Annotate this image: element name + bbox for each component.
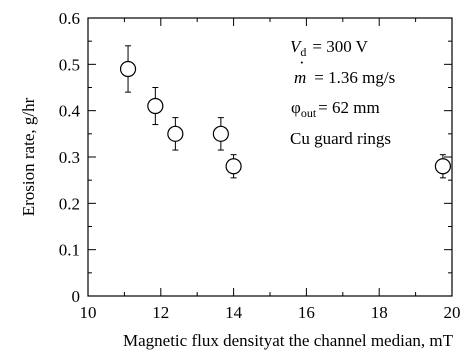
- data-point: [225, 154, 242, 179]
- annotation-outer-diameter: φout = 62 mm: [291, 98, 380, 120]
- data-point: [147, 87, 164, 126]
- axis-ticks: [87, 17, 453, 297]
- annotation-mass-flow: m = 1.36 mg/s: [294, 68, 395, 87]
- x-tick-label: 20: [444, 303, 461, 322]
- y-tick-label: 0.3: [59, 148, 80, 167]
- annotation-discharge-voltage: Vd = 300 V: [290, 37, 369, 59]
- data-points: [119, 45, 451, 179]
- annotation-mdot-symbol: m: [294, 68, 306, 87]
- annotation-mdot-value: = 1.36 mg/s: [314, 68, 395, 87]
- annotation-phi-symbol: φ: [291, 98, 301, 117]
- point-marker: [167, 125, 184, 142]
- x-tick-label: 14: [225, 303, 243, 322]
- y-tick-label: 0.6: [59, 9, 80, 28]
- annotation-guard-rings: Cu guard rings: [290, 129, 391, 148]
- annotation-phi-subscript: out: [301, 106, 317, 120]
- y-tick-label: 0.1: [59, 241, 80, 260]
- point-marker: [225, 158, 242, 175]
- point-marker: [147, 97, 164, 115]
- annotation-vd-value: = 300 V: [312, 37, 368, 56]
- annotation-vd-symbol: V: [290, 37, 303, 56]
- x-tick-label: 16: [298, 303, 315, 322]
- point-marker: [119, 60, 137, 78]
- annotation-mdot-dot: ·: [299, 53, 305, 72]
- data-point: [434, 154, 451, 179]
- annotation-vd-subscript: d: [300, 45, 306, 59]
- data-point: [212, 117, 229, 151]
- y-axis-label: Erosion rate, g/hr: [19, 97, 38, 216]
- x-tick-label: 10: [80, 303, 97, 322]
- data-point: [167, 117, 184, 151]
- plot-frame: [87, 17, 453, 297]
- point-marker: [434, 158, 451, 175]
- x-tick-label: 18: [371, 303, 388, 322]
- x-axis-label: Magnetic flux densityat the channel medi…: [123, 331, 454, 350]
- y-tick-label: 0: [72, 287, 81, 306]
- x-tick-labels: 10 12 14 16 18 20: [80, 303, 461, 322]
- data-point: [119, 45, 137, 93]
- point-marker: [212, 125, 229, 142]
- y-tick-label: 0.2: [59, 194, 80, 213]
- x-tick-label: 12: [152, 303, 169, 322]
- legend-annotations: Vd = 300 V · m = 1.36 mg/s φout = 62 mm Cu …: [290, 37, 395, 148]
- y-tick-label: 0.4: [59, 102, 81, 121]
- y-tick-label: 0.5: [59, 55, 80, 74]
- y-tick-labels: 0 0.1 0.2 0.3 0.4 0.5 0.6: [59, 9, 81, 306]
- annotation-phi-value: = 62 mm: [318, 98, 380, 117]
